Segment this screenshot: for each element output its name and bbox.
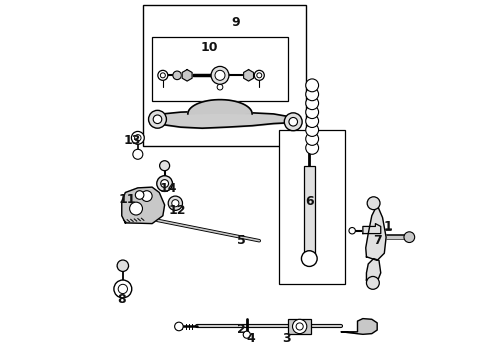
Text: 11: 11: [119, 193, 136, 206]
Text: 7: 7: [373, 234, 382, 247]
Polygon shape: [367, 258, 381, 282]
Bar: [152, 37, 288, 102]
Circle shape: [301, 251, 317, 266]
Circle shape: [157, 176, 172, 192]
Circle shape: [349, 228, 355, 234]
Bar: [143, 5, 306, 146]
Circle shape: [168, 196, 182, 210]
Circle shape: [306, 79, 318, 92]
Circle shape: [174, 322, 183, 331]
Circle shape: [135, 191, 144, 199]
Circle shape: [173, 71, 181, 80]
Circle shape: [161, 180, 169, 188]
Circle shape: [306, 114, 318, 127]
Circle shape: [289, 117, 297, 126]
Circle shape: [130, 202, 143, 215]
Text: 3: 3: [282, 333, 291, 346]
Text: 13: 13: [124, 134, 141, 147]
Circle shape: [367, 197, 380, 210]
Circle shape: [306, 88, 318, 101]
Circle shape: [133, 149, 143, 159]
Text: 2: 2: [237, 323, 246, 336]
Bar: [279, 130, 345, 284]
Circle shape: [114, 280, 132, 298]
Polygon shape: [188, 100, 252, 114]
Circle shape: [306, 132, 318, 145]
Polygon shape: [363, 224, 381, 234]
Circle shape: [367, 276, 379, 289]
Circle shape: [254, 70, 264, 80]
Bar: [304, 166, 315, 255]
Text: 1: 1: [384, 220, 392, 233]
Text: 10: 10: [200, 41, 218, 54]
Text: 9: 9: [232, 16, 241, 29]
Circle shape: [293, 319, 307, 334]
Circle shape: [118, 284, 127, 294]
Circle shape: [306, 123, 318, 136]
Circle shape: [404, 232, 415, 243]
Text: 4: 4: [246, 333, 255, 346]
Circle shape: [148, 111, 167, 128]
Circle shape: [160, 161, 170, 171]
Circle shape: [296, 323, 303, 330]
Circle shape: [284, 113, 302, 131]
Polygon shape: [122, 187, 165, 224]
Polygon shape: [366, 205, 386, 260]
Circle shape: [306, 97, 318, 110]
Circle shape: [215, 70, 225, 80]
Circle shape: [217, 84, 223, 90]
Text: 14: 14: [159, 183, 177, 195]
Circle shape: [135, 135, 141, 141]
Circle shape: [142, 191, 152, 202]
Polygon shape: [342, 319, 377, 334]
Text: 8: 8: [118, 293, 126, 306]
Bar: [288, 319, 311, 334]
Text: 5: 5: [237, 234, 246, 247]
Polygon shape: [182, 69, 192, 81]
Circle shape: [160, 73, 165, 78]
Polygon shape: [244, 69, 253, 81]
Circle shape: [306, 141, 318, 154]
Circle shape: [257, 73, 262, 78]
Circle shape: [243, 331, 250, 338]
Circle shape: [172, 200, 179, 207]
Circle shape: [211, 66, 229, 84]
Text: 12: 12: [169, 204, 186, 217]
Circle shape: [131, 131, 144, 144]
Circle shape: [153, 115, 162, 123]
Circle shape: [158, 70, 168, 80]
Circle shape: [117, 260, 128, 271]
Text: 6: 6: [305, 195, 314, 208]
Circle shape: [306, 106, 318, 118]
